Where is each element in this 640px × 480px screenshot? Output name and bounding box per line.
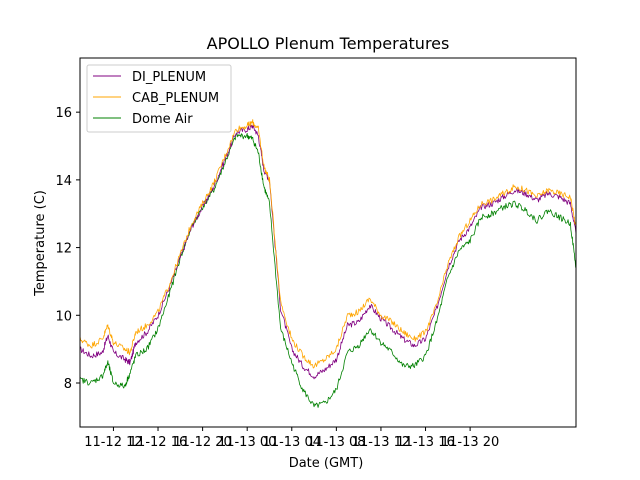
y-tick-label: 16 (55, 106, 72, 121)
series-line-dome-air (79, 132, 577, 408)
y-axis-ticks: 8 10 12 14 16 (55, 106, 80, 392)
series-layer (79, 119, 577, 408)
y-axis-label: Temperature (C) (33, 190, 48, 297)
legend-label-di-plenum: DI_PLENUM (132, 70, 206, 85)
x-axis-label: Date (GMT) (289, 456, 364, 471)
y-tick-label: 8 (64, 377, 72, 392)
x-tick-label: 11-13 04 (263, 435, 321, 450)
y-tick-label: 12 (55, 242, 72, 257)
x-tick-label: 11-13 08 (307, 435, 365, 450)
x-tick-label: 11-12 12 (84, 435, 142, 450)
x-tick-label: 11-13 20 (441, 435, 499, 450)
plot-frame (79, 57, 577, 428)
x-tick-label: 11-12 16 (129, 435, 187, 450)
legend-box (86, 64, 232, 133)
y-tick-label: 10 (55, 309, 72, 324)
chart-title: APOLLO Plenum Temperatures (207, 34, 450, 53)
x-tick-label: 11-13 00 (218, 435, 276, 450)
legend-label-dome-air: Dome Air (132, 112, 193, 127)
x-tick-label: 11-13 16 (396, 435, 454, 450)
x-tick-label: 11-13 12 (352, 435, 410, 450)
legend: DI_PLENUM CAB_PLENUM Dome Air (86, 64, 232, 133)
y-tick-label: 14 (55, 174, 72, 189)
series-line-cab-plenum (79, 119, 577, 369)
legend-label-cab-plenum: CAB_PLENUM (132, 91, 219, 106)
x-tick-label: 11-12 20 (173, 435, 231, 450)
series-line-di-plenum (79, 124, 577, 380)
